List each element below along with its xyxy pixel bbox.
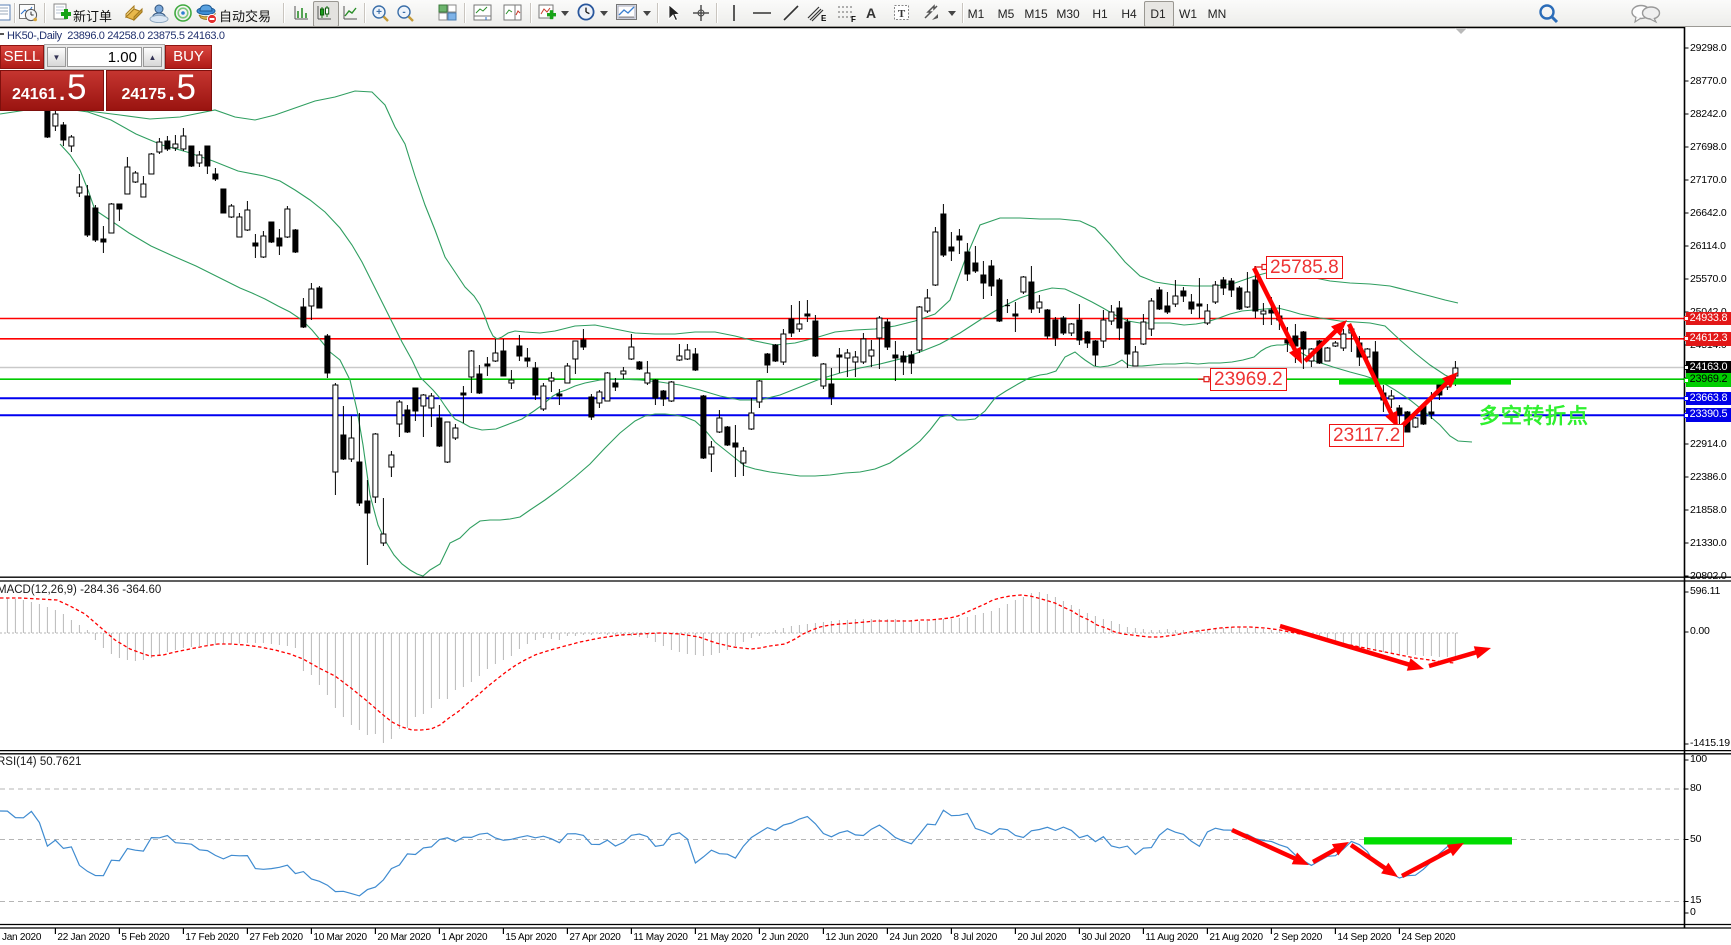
- svg-text:+: +: [376, 7, 382, 18]
- svg-text:E: E: [821, 14, 827, 23]
- svg-text:F: F: [851, 15, 856, 23]
- svg-text:T: T: [898, 8, 906, 20]
- svg-text:-: -: [402, 7, 405, 18]
